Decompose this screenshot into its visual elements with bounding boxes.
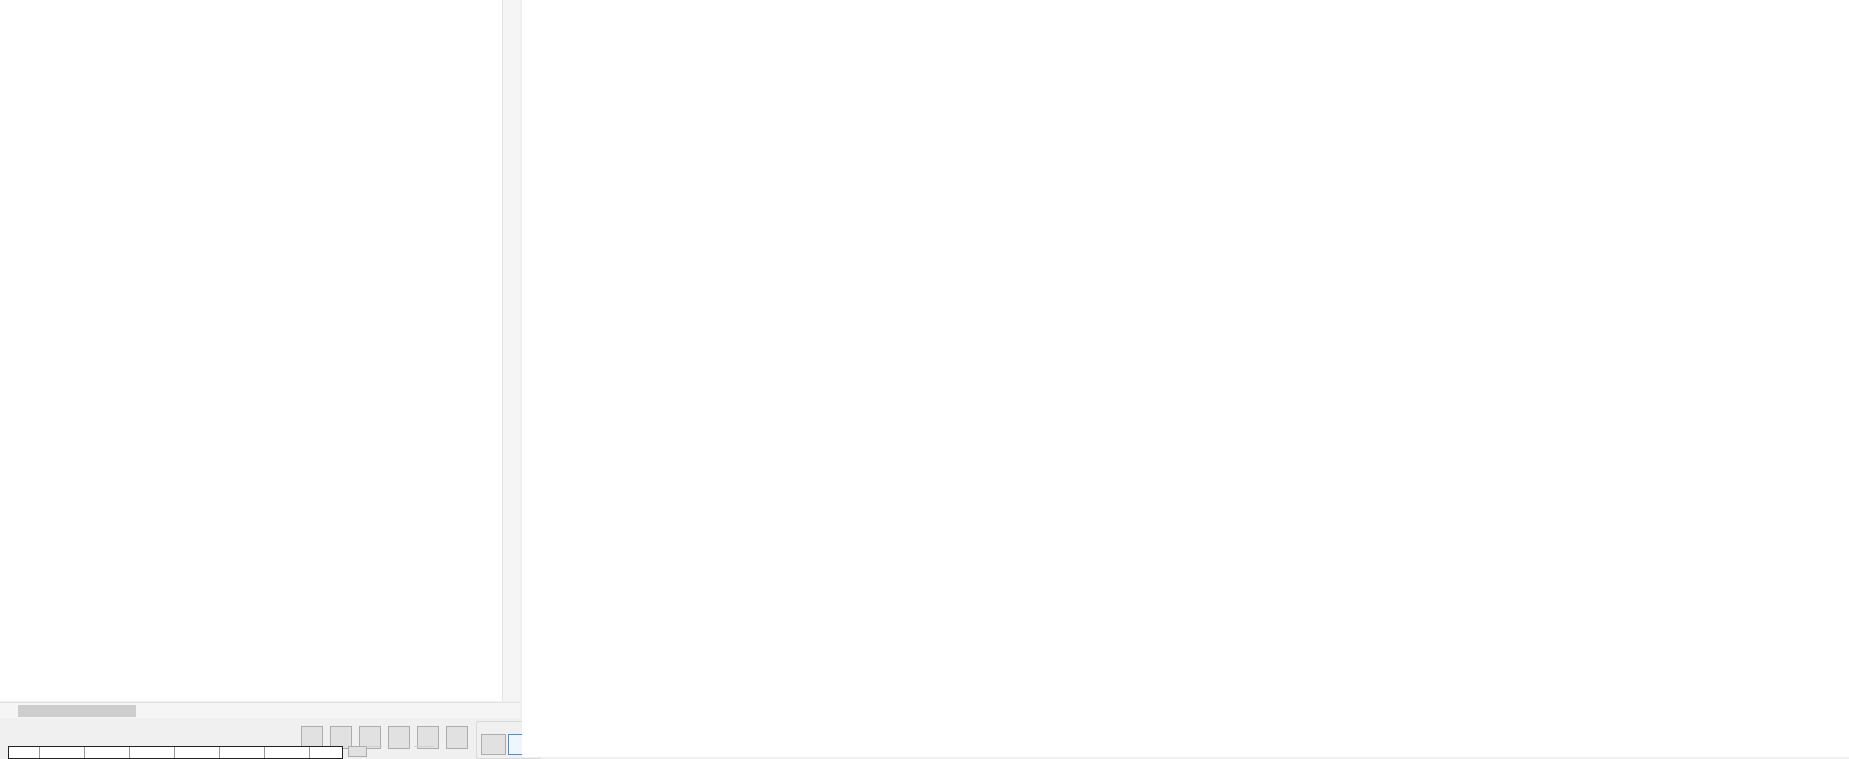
scrollbar-thumb[interactable] [18, 705, 136, 717]
spl-graph[interactable] [522, 0, 1849, 757]
scroll-down-icon[interactable] [503, 685, 520, 701]
toolbar-button-m [388, 726, 410, 749]
schematic-vertical-scrollbar[interactable] [502, 0, 520, 701]
toolbar-button-r[interactable] [417, 726, 439, 749]
toolbar-button-i [359, 726, 381, 749]
table-up-icon[interactable] [348, 746, 367, 757]
scroll-up-icon[interactable] [503, 0, 520, 16]
spl-chart-panel[interactable] [522, 0, 1849, 757]
bottom-toolbar [0, 718, 545, 759]
schematic-canvas[interactable] [0, 0, 502, 701]
variant-s1-button[interactable] [481, 734, 506, 755]
scroll-left-icon[interactable] [0, 703, 16, 718]
schematic-horizontal-scrollbar[interactable] [0, 702, 520, 719]
schematic-panel[interactable] [0, 0, 502, 701]
scroll-right-icon[interactable] [488, 703, 504, 718]
component-table[interactable] [8, 746, 343, 759]
toolbar-button-h [446, 726, 468, 749]
